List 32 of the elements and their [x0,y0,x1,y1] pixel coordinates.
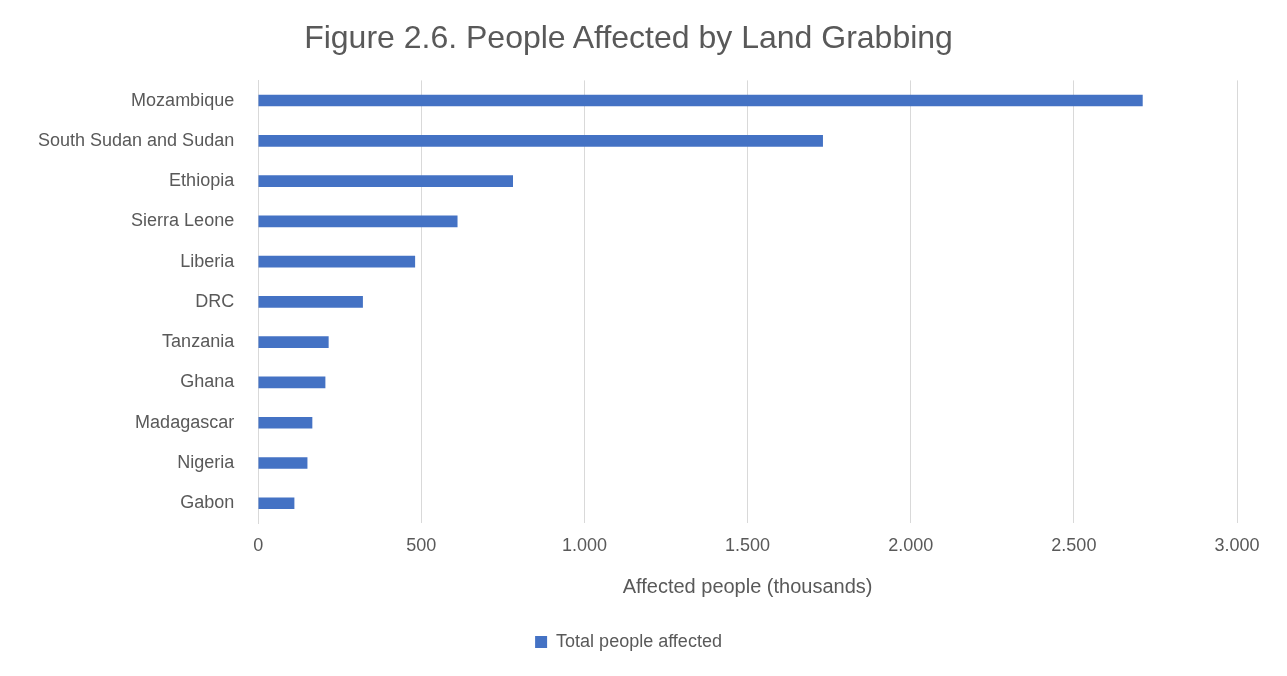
x-axis-title: Affected people (thousands) [622,574,873,597]
y-tick-label: Liberia [180,250,236,271]
bar [258,376,326,389]
y-tick-label: DRC [195,290,235,311]
y-tick-label: Madagascar [135,411,235,432]
bar [258,296,363,308]
x-tick-label: 2.500 [1051,535,1097,556]
bar [258,134,823,147]
bar [258,255,416,268]
y-tick-label: Ghana [180,371,236,392]
x-tick-label: 500 [406,535,437,556]
x-tick-label: 0 [253,535,264,556]
bar [258,94,1143,107]
y-tick-label: Ethiopia [169,170,236,191]
bar [258,336,329,348]
legend-label: Total people affected [556,630,722,651]
bar [258,416,313,429]
x-tick-label: 2.000 [888,535,934,556]
bar [258,175,513,187]
bar [258,497,295,510]
chart-title: Figure 2.6. People Affected by Land Grabbing [304,19,953,56]
y-tick-label: Gabon [180,492,235,513]
x-tick-label: 3.000 [1214,535,1260,556]
bar [258,215,458,228]
x-tick-label: 1.000 [561,535,607,556]
y-tick-label: Nigeria [177,451,236,472]
bar [258,457,308,469]
y-tick-label: South Sudan and Sudan [38,129,235,150]
y-tick-label: Tanzania [162,331,236,352]
x-tick-label: 1.500 [725,535,771,556]
y-tick-label: Sierra Leone [131,210,235,231]
y-tick-label: Mozambique [131,89,235,110]
